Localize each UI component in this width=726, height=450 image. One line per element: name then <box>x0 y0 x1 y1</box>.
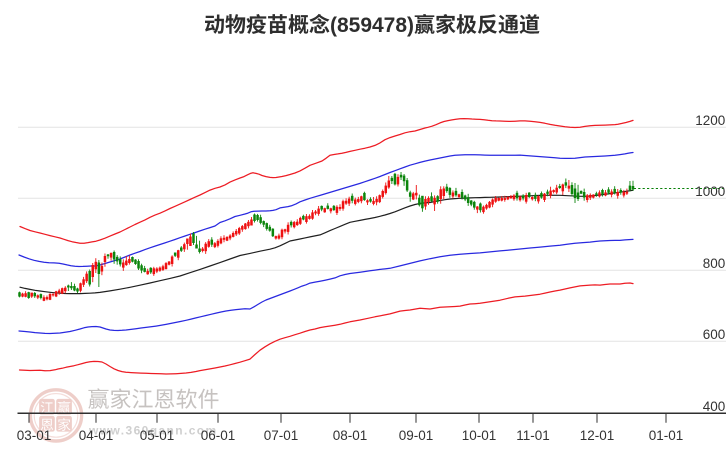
svg-text:03-01: 03-01 <box>17 428 52 443</box>
svg-text:400: 400 <box>703 399 726 414</box>
svg-text:05-01: 05-01 <box>140 428 175 443</box>
svg-text:11-01: 11-01 <box>516 428 550 443</box>
svg-text:600: 600 <box>703 327 726 342</box>
svg-text:06-01: 06-01 <box>201 428 236 443</box>
svg-text:1200: 1200 <box>695 113 725 128</box>
svg-text:07-01: 07-01 <box>264 428 299 443</box>
svg-text:(859478): (859478) <box>330 14 414 37</box>
svg-text:10-01: 10-01 <box>462 428 497 443</box>
svg-text:12-01: 12-01 <box>580 428 615 443</box>
svg-text:08-01: 08-01 <box>333 428 368 443</box>
svg-text:1000: 1000 <box>695 184 725 199</box>
svg-text:01-01: 01-01 <box>649 428 684 443</box>
svg-text:04-01: 04-01 <box>79 428 114 443</box>
svg-text:09-01: 09-01 <box>399 428 434 443</box>
svg-text:800: 800 <box>703 256 726 271</box>
svg-text:www.360gann.com: www.360gann.com <box>88 423 218 437</box>
